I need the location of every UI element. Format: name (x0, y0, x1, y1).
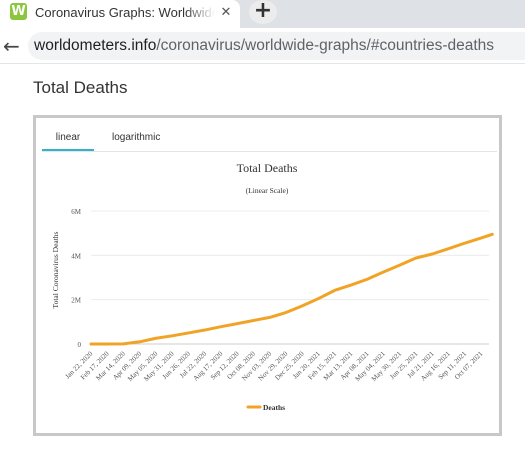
data-point[interactable] (219, 325, 223, 328)
url-text: worldometers.info/coronavirus/worldwide-… (34, 37, 494, 55)
new-tab-button[interactable]: + (249, 0, 277, 24)
data-point[interactable] (252, 319, 255, 322)
data-point[interactable] (203, 328, 206, 332)
data-point[interactable] (268, 316, 271, 319)
data-point[interactable] (491, 233, 494, 236)
tab-title: Coronavirus Graphs: Worldwide C (35, 5, 215, 20)
data-point[interactable] (171, 334, 174, 337)
y-axis-ticks: 0 2M 4M 6M (71, 208, 82, 349)
y-tick-label: 0 (78, 341, 82, 349)
data-point[interactable] (138, 340, 141, 343)
data-point[interactable] (106, 342, 109, 346)
total-deaths-chart: Total Deaths (Linear Scale) Total Corona… (51, 161, 494, 412)
chart-title: Total Deaths (237, 161, 298, 175)
data-point[interactable] (463, 241, 466, 245)
active-tab-indicator (42, 149, 94, 151)
y-tick-label: 2M (71, 297, 82, 305)
data-point[interactable] (382, 270, 385, 274)
data-point[interactable] (431, 252, 434, 256)
tab-title-fade (185, 3, 215, 23)
series-layer (89, 232, 494, 346)
data-point[interactable] (187, 331, 190, 335)
tab-linear[interactable]: linear (55, 132, 81, 143)
data-point[interactable] (333, 289, 336, 292)
close-tab-icon[interactable]: ✕ (220, 5, 232, 20)
data-point[interactable] (414, 256, 418, 260)
page-title: Total Deaths (33, 78, 128, 97)
data-point[interactable] (154, 337, 158, 340)
url-field[interactable]: worldometers.info/coronavirus/worldwide-… (28, 32, 525, 60)
data-point[interactable] (122, 342, 125, 346)
gridlines (91, 210, 489, 345)
worldometer-favicon-icon: W (10, 3, 27, 20)
data-point[interactable] (447, 247, 450, 250)
address-bar: ← worldometers.info/coronavirus/worldwid… (0, 28, 525, 64)
data-point[interactable] (317, 297, 320, 300)
y-tick-label: 6M (71, 208, 82, 216)
url-host: worldometers.info (34, 37, 157, 54)
legend-label: Deaths (263, 403, 285, 412)
data-point[interactable] (284, 311, 288, 314)
browser-tab[interactable]: W Coronavirus Graphs: Worldwide C ✕ (0, 0, 240, 28)
chart-card: linear logarithmic Total Deaths (Linear … (33, 115, 502, 436)
tab-logarithmic[interactable]: logarithmic (112, 132, 161, 143)
data-point[interactable] (479, 236, 483, 240)
y-axis-label: Total Coronavirus Deaths (51, 231, 60, 308)
data-point[interactable] (89, 342, 93, 346)
data-point[interactable] (236, 322, 239, 325)
legend-item-deaths[interactable]: Deaths (246, 403, 285, 412)
data-point[interactable] (398, 263, 401, 267)
back-arrow-icon[interactable]: ← (3, 34, 20, 58)
browser-tab-strip: W Coronavirus Graphs: Worldwide C ✕ + (0, 0, 525, 28)
data-point[interactable] (301, 304, 304, 308)
data-point[interactable] (366, 278, 369, 281)
scale-tabs: linear logarithmic (42, 126, 497, 152)
y-tick-label: 4M (71, 252, 82, 260)
chart-subtitle: (Linear Scale) (246, 186, 289, 195)
url-path: /coronavirus/worldwide-graphs/#countries… (156, 37, 495, 54)
data-point[interactable] (349, 283, 353, 287)
series-line-deaths[interactable] (89, 232, 494, 346)
